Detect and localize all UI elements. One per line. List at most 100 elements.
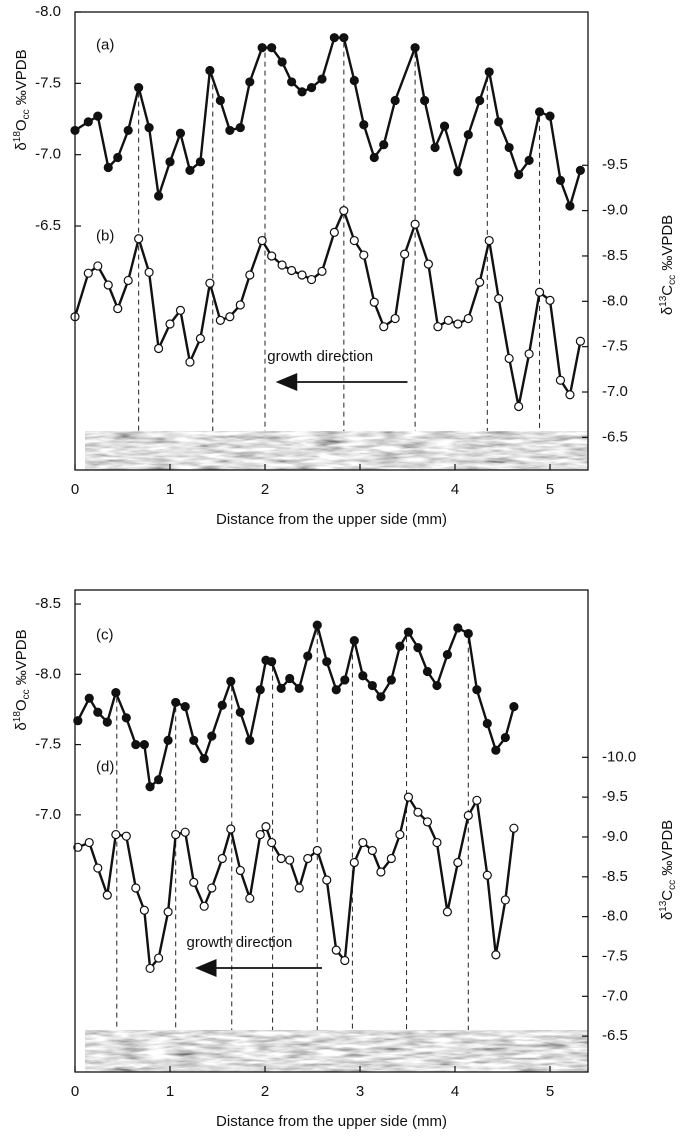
filled-marker [475,95,485,106]
plot-frame [74,589,589,1073]
filled-marker [199,754,209,764]
y2-tick-label: -8.0 [602,292,628,309]
open-marker [103,280,113,290]
open-marker [144,267,154,277]
open-marker [349,857,359,868]
filled-marker [303,651,313,661]
filled-marker [113,152,123,163]
filled-marker [217,700,227,710]
open-marker [359,250,369,260]
open-marker [83,268,93,278]
y2-tick-label: -7.5 [602,947,628,964]
filled-marker [312,620,322,630]
series-line [74,36,582,208]
open-marker [217,853,227,864]
filled-marker [494,117,504,127]
filled-marker [165,157,175,167]
filled-marker [329,33,339,43]
filled-marker [93,111,103,121]
axis-label-part: cc [21,109,32,119]
open-marker [73,842,83,852]
open-marker [484,235,494,246]
filled-marker [439,121,450,131]
y2-tick-label: -7.0 [602,987,628,1004]
open-marker [410,219,420,229]
filled-marker [103,162,113,173]
axis-label-part: ‰VPDB [659,820,676,880]
axis-label-part: δ [659,307,676,315]
filled-marker [491,745,501,755]
axis-label-part: 18 [12,711,23,723]
open-marker [303,853,313,864]
filled-marker [189,735,199,745]
axis-label-part: C [659,285,676,296]
open-marker [358,837,368,848]
sample-strip [85,1030,588,1072]
x-axis-title: Distance from the upper side (mm) [216,1113,447,1130]
filled-marker [180,702,190,712]
y-tick-label: -6.5 [35,217,61,234]
filled-marker [545,111,555,121]
open-marker [261,822,271,832]
axis-label: δ18Occ ‰VPDB [12,49,32,150]
filled-marker [245,77,255,87]
open-marker [472,795,482,805]
open-marker [165,319,175,329]
filled-marker [463,130,473,140]
open-marker [145,963,155,974]
filled-marker [145,782,155,792]
axis-label-part: cc [667,880,678,890]
y-tick-label: -8.5 [35,595,61,612]
open-marker [312,845,322,856]
filled-marker [453,623,463,633]
filled-marker [359,120,369,130]
open-marker [494,293,504,304]
filled-marker [226,676,236,686]
open-marker [349,235,359,246]
filled-marker [285,673,295,684]
open-marker [225,312,235,322]
filled-marker [276,683,286,693]
x-tick-label: 5 [546,481,554,498]
x-tick-label: 3 [356,481,364,498]
x-tick-label: 4 [451,1083,459,1100]
axis-label: δ18Occ ‰VPDB [12,629,32,730]
filled-marker [163,735,173,745]
y2-tick-label: -7.5 [602,338,628,355]
open-marker [545,295,555,306]
sample-strip [85,431,588,470]
open-marker [189,877,199,887]
open-marker [340,955,350,966]
open-marker [403,792,414,802]
filled-marker [139,739,149,750]
open-marker [386,853,396,864]
open-marker [134,234,144,244]
filled-marker [154,775,164,785]
open-marker [500,895,510,905]
filled-marker [306,83,317,93]
open-marker [285,855,295,865]
open-marker [555,375,566,385]
filled-marker [267,657,277,667]
open-marker [379,322,389,332]
filled-marker [144,122,154,133]
filled-marker [482,718,492,729]
open-marker [257,235,267,246]
filled-marker [575,165,586,175]
filled-marker [257,43,267,53]
open-marker [514,401,524,412]
filled-marker [121,713,131,723]
filled-marker [500,732,510,743]
filled-marker [111,687,121,698]
filled-marker [267,43,277,53]
y-tick-label: -7.0 [35,806,61,823]
series-line [76,623,516,788]
filled-marker [349,635,359,646]
open-marker [154,343,164,354]
plot-frame [74,11,589,471]
y-tick-label: -7.0 [35,146,61,163]
open-marker [235,865,245,876]
open-marker [339,206,349,216]
open-marker [331,945,341,955]
filled-marker [472,685,482,695]
